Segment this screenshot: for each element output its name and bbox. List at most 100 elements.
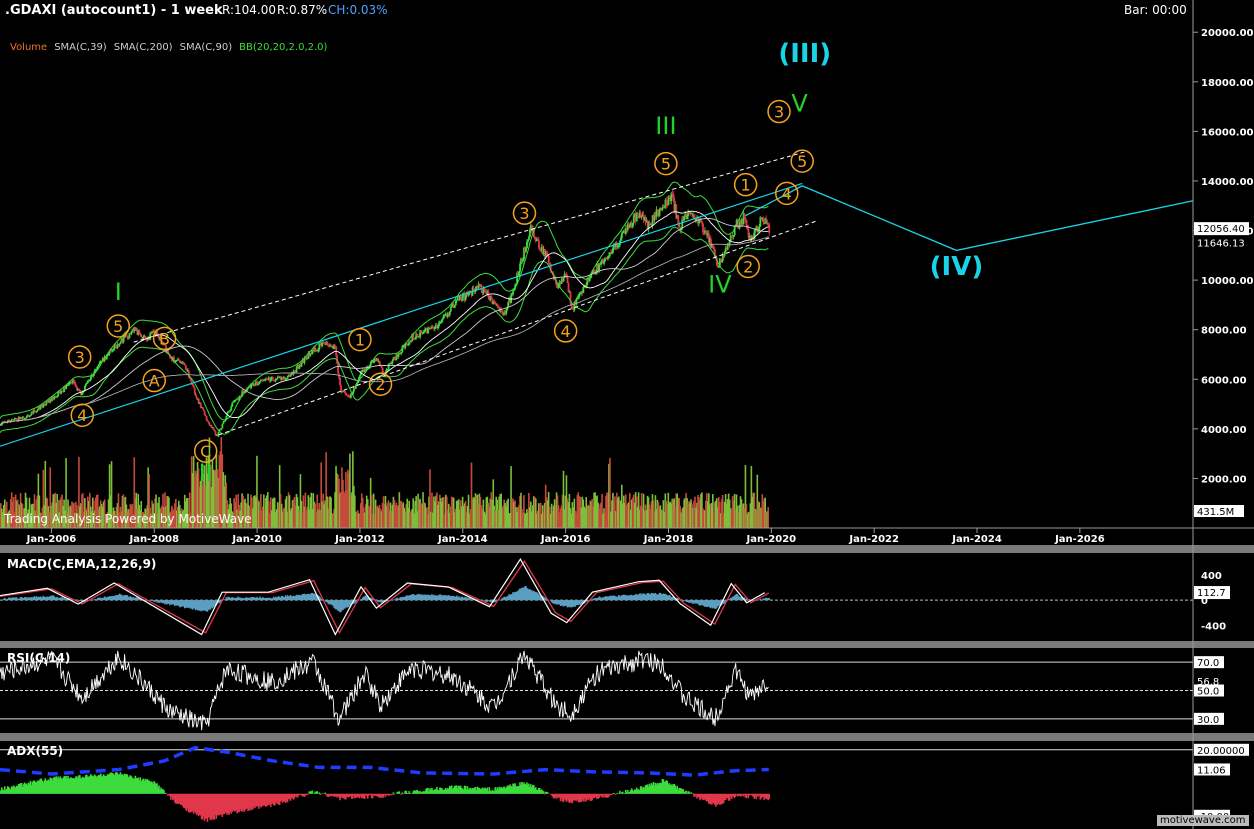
macd-histogram-bar [275, 597, 278, 601]
adx-di-bar [51, 780, 54, 794]
volume-bar [166, 496, 168, 528]
volume-bar [352, 451, 354, 528]
macd-histogram-bar [760, 599, 763, 601]
macd-histogram-bar [605, 596, 607, 601]
volume-bar [417, 493, 419, 528]
candle-body [241, 390, 244, 397]
volume-bar [540, 513, 543, 528]
candle-body [201, 407, 204, 409]
macd-histogram-bar [512, 592, 514, 601]
adx-di-bar [677, 789, 679, 794]
wave-label: 3 [774, 103, 784, 122]
volume-bar [202, 474, 205, 528]
candle-body [80, 391, 82, 396]
adx-di-bar [341, 793, 343, 796]
candle-body [720, 261, 723, 263]
candle-body [443, 314, 445, 319]
macd-histogram-bar [406, 595, 409, 601]
candle-body [604, 257, 607, 262]
adx-di-bar [180, 793, 183, 805]
volume-bar [591, 498, 593, 528]
macd-histogram-bar [632, 595, 635, 601]
macd-histogram-bar [308, 594, 311, 601]
volume-bar [522, 512, 524, 528]
macd-histogram-bar [448, 595, 451, 601]
macd-histogram-bar [50, 596, 53, 601]
macd-histogram-bar [657, 594, 660, 601]
adx-di-bar [710, 793, 712, 805]
adx-di-bar [649, 785, 652, 794]
volume-bar [38, 495, 41, 528]
adx-di-bar [6, 786, 9, 794]
candle-body [606, 258, 608, 260]
adx-di-bar [625, 792, 628, 794]
macd-histogram-bar [580, 600, 583, 604]
volume-bar [74, 512, 76, 528]
adx-di-bar [438, 790, 440, 794]
rsi-tick-badge [1194, 656, 1224, 669]
candle-body [753, 231, 756, 240]
adx-di-bar [235, 793, 237, 810]
candle-body [322, 342, 325, 344]
candle-body [234, 399, 237, 402]
macd-histogram-bar [740, 596, 743, 601]
volume-bar [160, 507, 162, 528]
macd-histogram-bar [724, 600, 727, 602]
macd-histogram-bar [465, 598, 468, 601]
candle-body [631, 223, 634, 228]
adx-di-bar [683, 791, 685, 794]
volume-bar [256, 455, 258, 528]
adx-di-bar [15, 785, 18, 794]
rsi-tick-label: 50.0 [1197, 687, 1219, 698]
volume-bar [726, 499, 729, 528]
volume-bar [521, 508, 523, 528]
volume-bar [151, 500, 153, 528]
candle-body [479, 284, 482, 287]
candle-body [404, 343, 407, 348]
macd-histogram-bar [663, 594, 666, 601]
rsi-panel [0, 650, 1193, 731]
adx-di-bar [629, 790, 632, 794]
candle-body [633, 213, 636, 217]
adx-di-bar [337, 793, 339, 797]
volume-bar [29, 513, 32, 528]
candle-body [658, 209, 661, 216]
candle-body [89, 376, 92, 380]
candle-body [460, 297, 463, 301]
macd-histogram-bar [202, 600, 205, 611]
volume-bar [71, 501, 73, 528]
adx-di-bar [591, 793, 593, 801]
candle-body [318, 343, 321, 350]
macd-histogram-bar [768, 597, 770, 601]
adx-di-bar [477, 787, 480, 794]
volume-bar [552, 505, 555, 528]
candle-body [23, 418, 26, 420]
macd-histogram-bar [518, 589, 520, 601]
volume-bar [443, 497, 445, 528]
volume-bar [734, 509, 737, 528]
macd-histogram-bar [603, 597, 605, 601]
adx-di-bar [633, 789, 636, 794]
volume-bar [186, 498, 189, 528]
volume-bar [261, 510, 263, 528]
volume-bar [130, 505, 133, 528]
volume-bar [270, 510, 273, 528]
volume-bar [36, 495, 39, 528]
macd-histogram-bar [674, 598, 677, 601]
adx-di-bar [619, 790, 621, 794]
candle-body [375, 357, 378, 361]
candle-body [327, 344, 330, 346]
adx-di-bar [596, 793, 598, 799]
adx-di-bar [752, 793, 755, 798]
wave-label: 4 [77, 406, 87, 425]
wave-circle [790, 149, 814, 173]
macd-histogram-bar [213, 600, 216, 606]
candle-body [110, 348, 113, 352]
adx-di-bar [728, 793, 731, 801]
adx-di-bar [464, 785, 467, 794]
volume-bar [752, 492, 755, 528]
candle-body [721, 254, 724, 262]
adx-di-bar [594, 793, 596, 797]
volume-bar [292, 499, 295, 528]
macd-histogram-bar [457, 596, 460, 601]
